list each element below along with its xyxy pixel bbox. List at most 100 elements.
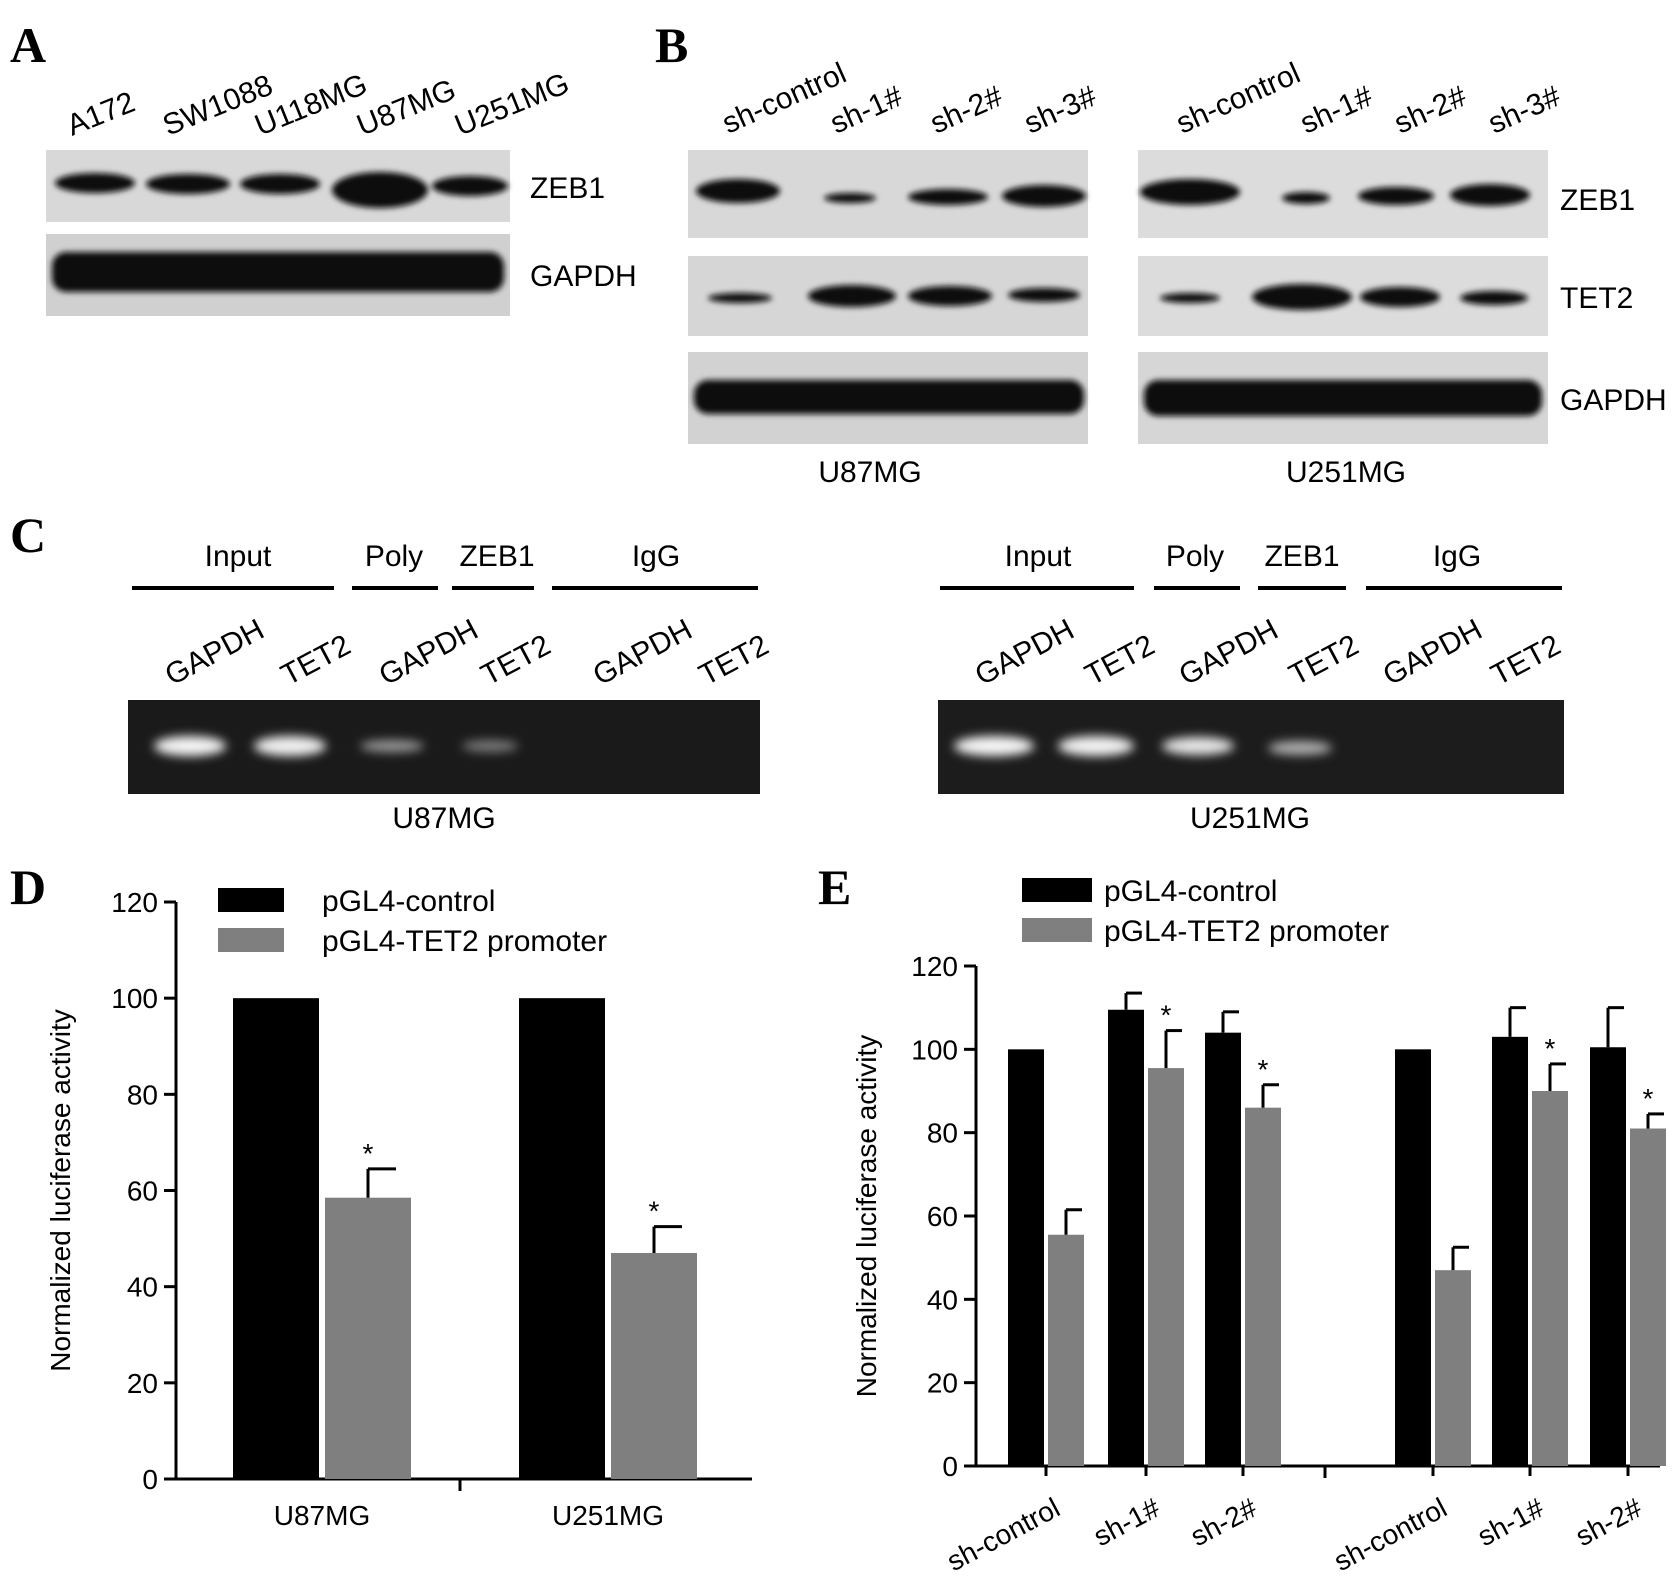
panel-b-u251-gapdh-blot (1138, 352, 1548, 444)
bar-control (1008, 1049, 1044, 1466)
panel-c-u87-gel (128, 700, 760, 794)
legend-label: pGL4-TET2 promoter (1104, 915, 1389, 948)
panel-a-lane-4: U87MG (352, 73, 460, 142)
panel-c-u87-group-igg: IgG (632, 540, 680, 573)
y-tick-label: 40 (927, 1284, 958, 1315)
panel-b-u251-lane-3: sh-2# (1389, 80, 1471, 141)
panel-b-band-zeb1: ZEB1 (1560, 184, 1635, 217)
panel-c-u87-lane-2: TET2 (276, 629, 356, 693)
panel-c-u251-group-poly: Poly (1166, 540, 1224, 573)
panel-a-gapdh-blot (46, 234, 510, 316)
panel-c-u87-lane-6: TET2 (694, 629, 774, 693)
panel-b-u251-tet2-blot (1138, 256, 1548, 336)
y-tick-label: 80 (927, 1118, 958, 1149)
x-tick-label: sh-control (1329, 1492, 1452, 1577)
panel-e: E 0 20 40 60 80 100 120 Normalized luciferase a… (818, 859, 1666, 1577)
y-tick-label: 100 (111, 983, 158, 1014)
y-tick-label: 60 (927, 1201, 958, 1232)
bar-tet2-promoter (1532, 1091, 1568, 1466)
significance-marker: * (1545, 1033, 1556, 1064)
chart-d: 0 20 40 60 80 100 120 Normalized luciferase act… (45, 885, 752, 1531)
panel-b-u251-zeb1-blot (1138, 150, 1548, 238)
panel-b-u251-lane-1: sh-control (1171, 57, 1305, 141)
panel-b-u87-gapdh-blot (688, 352, 1088, 444)
panel-a: A A172 SW1088 U118MG U87MG U251MG ZEB1 (10, 17, 637, 316)
x-tick-label: sh-1# (1088, 1492, 1165, 1552)
panel-c-cellline-u251: U251MG (1190, 802, 1310, 835)
y-tick-label: 120 (911, 951, 958, 982)
panel-c-u251-lane-6: TET2 (1486, 629, 1566, 693)
y-tick-label: 80 (127, 1079, 158, 1110)
panel-c-u251-group-input: Input (1005, 540, 1072, 573)
panel-b-band-tet2: TET2 (1560, 282, 1633, 315)
bar-control (233, 998, 319, 1479)
panel-c-u251-lane-1: GAPDH (970, 613, 1080, 692)
panel-a-zeb1-blot (46, 150, 510, 222)
bar-tet2-promoter (325, 1197, 411, 1479)
panel-c-u251-lane-2: TET2 (1080, 629, 1160, 693)
panel-c-u87-lane-4: TET2 (476, 629, 556, 693)
panel-c-u87-lane-3: GAPDH (374, 613, 484, 692)
y-tick-label: 20 (127, 1368, 158, 1399)
x-tick-label: U87MG (274, 1500, 370, 1531)
panel-c-u87-group-zeb1: ZEB1 (459, 540, 534, 573)
legend-swatch (1022, 918, 1092, 942)
bar-control (1395, 1049, 1431, 1466)
bar-control (1205, 1032, 1241, 1466)
bar-tet2-promoter (1148, 1068, 1184, 1466)
bar-tet2-promoter (1245, 1107, 1281, 1466)
panel-label-b: B (655, 17, 688, 73)
panel-b-u251-lane-4: sh-3# (1483, 80, 1565, 141)
bar-tet2-promoter (1048, 1234, 1084, 1466)
panel-label-a: A (10, 17, 46, 73)
panel-c-u251-group-zeb1: ZEB1 (1264, 540, 1339, 573)
panel-a-lane-5: U251MG (450, 67, 574, 143)
panel-b-u87-lane-3: sh-2# (925, 80, 1007, 141)
x-tick-label: U251MG (552, 1500, 664, 1531)
panel-label-d: D (10, 859, 46, 915)
panel-c-u251-gel (938, 700, 1564, 794)
panel-b-u87-tet2-blot (688, 256, 1088, 336)
panel-b-band-gapdh: GAPDH (1560, 384, 1667, 417)
significance-marker: * (1258, 1054, 1269, 1085)
y-tick-label: 60 (127, 1176, 158, 1207)
legend-swatch (218, 888, 284, 912)
y-tick-label: 0 (942, 1451, 958, 1482)
panel-c-u251-lane-3: GAPDH (1174, 613, 1284, 692)
bar-tet2-promoter (611, 1253, 697, 1479)
panel-c-u251-lane-4: TET2 (1284, 629, 1364, 693)
panel-b-u87-zeb1-blot (688, 150, 1088, 238)
x-tick-label: sh-control (942, 1492, 1065, 1577)
legend-swatch (1022, 878, 1092, 902)
x-tick-label: sh-2# (1185, 1492, 1262, 1552)
panel-c-u87-group-poly: Poly (365, 540, 423, 573)
legend-label: pGL4-control (322, 885, 495, 918)
panel-b: B sh-control sh-1# sh-2# sh-3# sh-contro… (655, 17, 1667, 489)
y-tick-label: 0 (142, 1464, 158, 1495)
significance-marker: * (1643, 1083, 1654, 1114)
significance-marker: * (1161, 1000, 1172, 1031)
panel-b-u87-lane-1: sh-control (717, 57, 851, 141)
panel-c-u251-lane-5: GAPDH (1378, 613, 1488, 692)
panel-b-cellline-u87: U87MG (818, 456, 921, 489)
significance-marker: * (363, 1138, 374, 1169)
panel-c-u87-group-input: Input (205, 540, 272, 573)
x-tick-label: sh-1# (1472, 1492, 1549, 1552)
panel-a-band-zeb1: ZEB1 (530, 172, 605, 205)
panel-b-u251-lane-2: sh-1# (1295, 80, 1377, 141)
panel-b-cellline-u251: U251MG (1286, 456, 1406, 489)
bar-tet2-promoter (1630, 1128, 1666, 1466)
panel-label-c: C (10, 507, 46, 563)
y-axis-label: Normalized luciferase activity (45, 1009, 76, 1372)
y-axis-label: Normalized luciferase activity (851, 1035, 882, 1398)
significance-marker: * (649, 1196, 660, 1227)
y-tick-label: 120 (111, 887, 158, 918)
bar-tet2-promoter (1435, 1270, 1471, 1466)
panel-c-u87-lane-5: GAPDH (588, 613, 698, 692)
y-tick-label: 40 (127, 1272, 158, 1303)
legend-label: pGL4-TET2 promoter (322, 925, 607, 958)
legend-swatch (218, 928, 284, 952)
x-tick-label: sh-2# (1570, 1492, 1647, 1552)
panel-c: C Input Poly ZEB1 IgG GAPDH TET2 GAPDH T… (10, 507, 1566, 835)
